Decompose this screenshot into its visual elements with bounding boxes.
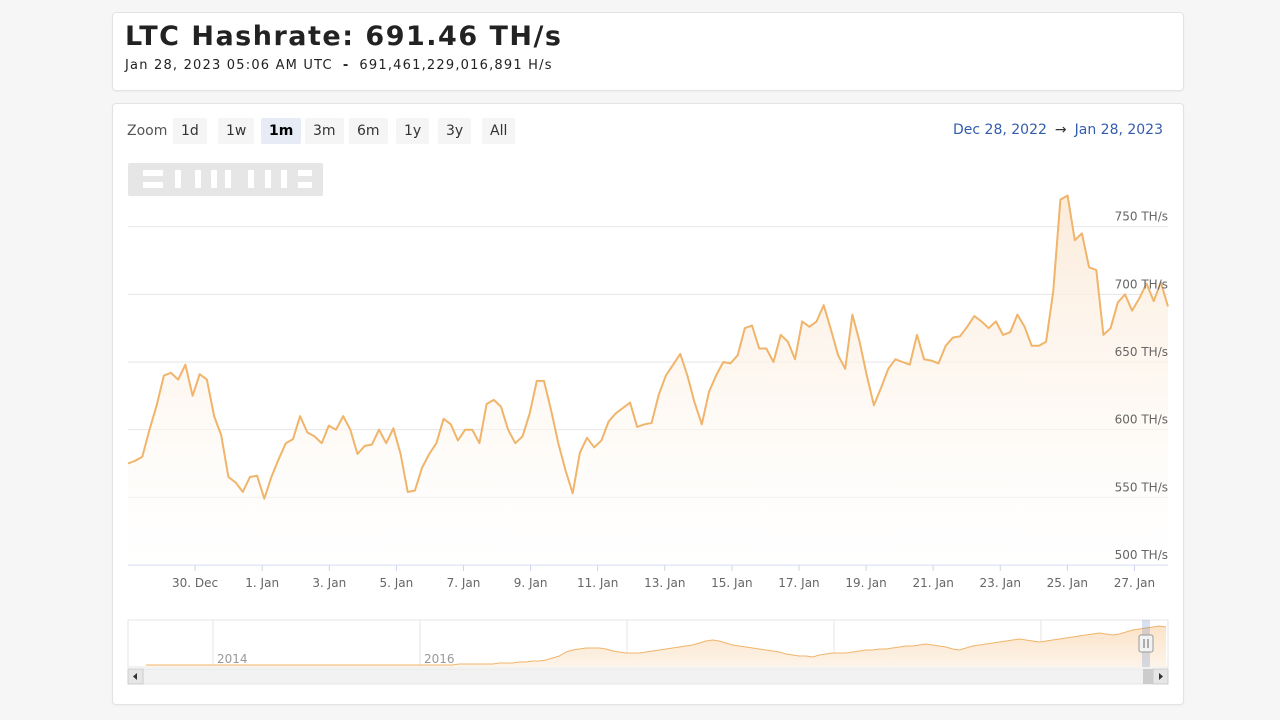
- chevron-right-icon: [1159, 673, 1163, 680]
- scrollbar-thumb[interactable]: [1143, 669, 1153, 684]
- zoom-label: Zoom: [127, 123, 168, 139]
- exact-hashrate: 691,461,229,016,891 H/s: [359, 58, 553, 73]
- zoom-1d-button[interactable]: 1d: [173, 118, 207, 144]
- series-line[interactable]: [127, 194, 1169, 500]
- x-tick-label: 30. Dec: [172, 576, 218, 590]
- scroll-left-button[interactable]: [127, 668, 144, 685]
- x-tick-label: 25. Jan: [1047, 576, 1088, 590]
- area-fill: [127, 194, 1169, 565]
- x-tick-label: 13. Jan: [644, 576, 685, 590]
- navigator-year-label: 2014: [217, 652, 248, 666]
- y-tick-label: 750 TH/s: [1115, 210, 1168, 224]
- x-tick-label: 11. Jan: [577, 576, 618, 590]
- x-tick-label: 1. Jan: [245, 576, 279, 590]
- x-tick-label: 3. Jan: [312, 576, 346, 590]
- y-tick-label: 600 TH/s: [1115, 413, 1168, 427]
- zoom-1m-button[interactable]: 1m: [261, 118, 302, 144]
- zoom-all-button[interactable]: All: [482, 118, 516, 144]
- x-tick-label: 19. Jan: [845, 576, 886, 590]
- zoom-1w-button[interactable]: 1w: [218, 118, 255, 144]
- chart-card: 30. Dec 1. Jan 3. Jan 5. Jan 7. Jan 9. Jan 11.…: [112, 103, 1184, 705]
- y-tick-label: 650 TH/s: [1115, 345, 1168, 359]
- y-tick-label: 550 TH/s: [1115, 480, 1168, 494]
- y-tick-label: 500 TH/s: [1115, 548, 1168, 562]
- scrollbar-track[interactable]: [127, 668, 1169, 685]
- navigator-year-label: 2016: [424, 652, 455, 666]
- page-title: LTC Hashrate: 691.46 TH/s: [125, 21, 563, 52]
- hashrate-chart: 30. Dec 1. Jan 3. Jan 5. Jan 7. Jan 9. Jan 11.…: [127, 163, 1169, 685]
- y-tick-label: 700 TH/s: [1115, 277, 1168, 291]
- y-axis: 500 TH/s 550 TH/s 600 TH/s 650 TH/s 700 TH/s…: [1115, 210, 1168, 562]
- x-tick-label: 21. Jan: [912, 576, 953, 590]
- header-card: LTC Hashrate: 691.46 TH/s Jan 28, 2023 0…: [112, 12, 1184, 91]
- navigator-area: [146, 626, 1166, 667]
- navigator-line: [146, 625, 1167, 666]
- subtitle-separator: -: [342, 58, 350, 73]
- chevron-left-icon: [133, 673, 137, 680]
- date-range: Dec 28, 2022 → Jan 28, 2023: [953, 122, 1163, 138]
- x-tick-label: 9. Jan: [514, 576, 548, 590]
- x-tick-label: 17. Jan: [778, 576, 819, 590]
- x-tick-label: 7. Jan: [447, 576, 481, 590]
- zoom-6m-button[interactable]: 6m: [349, 118, 388, 144]
- x-tick-label: 15. Jan: [711, 576, 752, 590]
- coinwarz-logo: [128, 163, 323, 196]
- scroll-right-button[interactable]: [1152, 668, 1169, 685]
- timestamp: Jan 28, 2023 05:06 AM UTC: [125, 58, 333, 73]
- zoom-3m-button[interactable]: 3m: [305, 118, 344, 144]
- zoom-3y-button[interactable]: 3y: [438, 118, 472, 144]
- x-axis: 30. Dec 1. Jan 3. Jan 5. Jan 7. Jan 9. Jan 11.…: [172, 565, 1155, 590]
- range-from[interactable]: Dec 28, 2022: [953, 122, 1047, 138]
- zoom-1y-button[interactable]: 1y: [396, 118, 430, 144]
- x-tick-label: 23. Jan: [980, 576, 1021, 590]
- x-tick-label: 27. Jan: [1114, 576, 1155, 590]
- range-to[interactable]: Jan 28, 2023: [1074, 122, 1163, 138]
- navigator-handle-icon[interactable]: [1138, 634, 1154, 653]
- series-area: [128, 195, 1168, 565]
- range-arrow-icon: →: [1054, 122, 1067, 138]
- navigator[interactable]: 20142016201820202022: [127, 619, 1169, 685]
- hashrate-subtitle: Jan 28, 2023 05:06 AM UTC -691,461,229,01…: [125, 58, 553, 73]
- x-tick-label: 5. Jan: [380, 576, 414, 590]
